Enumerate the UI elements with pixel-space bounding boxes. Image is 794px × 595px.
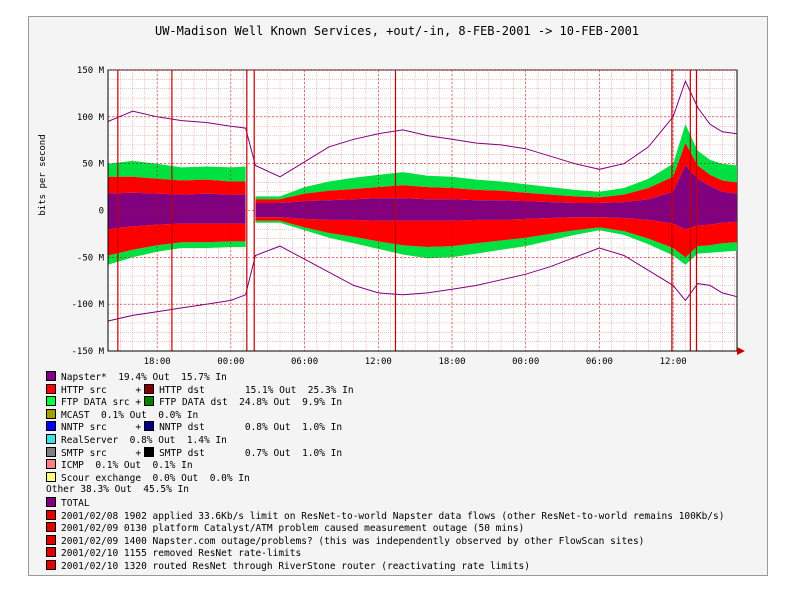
- legend-row: TOTAL: [46, 497, 90, 509]
- legend-label: ICMP 0.1% Out 0.1% In: [61, 460, 193, 472]
- y-tick-label: 100 M: [77, 113, 105, 123]
- legend-swatch: [46, 446, 56, 457]
- chart-title: UW-Madison Well Known Services, +out/-in…: [154, 24, 640, 38]
- series-ftp-out-area: [108, 124, 737, 200]
- legend-row: 2001/02/09 0130 platform Catalyst/ATM pr…: [46, 522, 524, 534]
- legend-swatch: [46, 534, 56, 545]
- x-tick-label: 00:00: [512, 357, 539, 367]
- x-tick-label: 18:00: [438, 357, 465, 367]
- legend-label: NNTP src +: [61, 422, 142, 434]
- legend-label: 2001/02/10 1155 removed ResNet rate-limi…: [61, 548, 302, 560]
- x-tick-label: 00:00: [217, 357, 244, 367]
- legend-label: FTP DATA src +: [61, 397, 142, 409]
- legend-swatch: [46, 408, 56, 419]
- measurement-outage-gap: [245, 71, 256, 350]
- legend-swatch: [144, 446, 155, 457]
- legend-swatch: [46, 383, 56, 394]
- legend-row: Scour exchange 0.0% Out 0.0% In: [46, 471, 250, 484]
- y-tick-label: 150 M: [77, 66, 105, 76]
- x-tick-label: 12:00: [365, 357, 392, 367]
- legend-swatch: [46, 497, 56, 507]
- y-tick-label: -150 M: [71, 347, 104, 357]
- legend-row: HTTP src + HTTP dst 15.1% Out 25.3% In: [46, 383, 354, 396]
- legend-row: Napster* 19.4% Out 15.7% In: [46, 371, 227, 383]
- legend-row: 2001/02/09 1400 Napster.com outage/probl…: [46, 534, 645, 547]
- legend-swatch: [46, 434, 56, 444]
- y-tick-label: 50 M: [82, 160, 104, 170]
- legend-swatch: [46, 459, 56, 470]
- legend-row: SMTP src + SMTP dst 0.7% Out 1.0% In: [46, 446, 343, 459]
- legend-row: NNTP src + NNTP dst 0.8% Out 1.0% In: [46, 421, 342, 433]
- legend-swatch: [46, 421, 56, 432]
- series-total-in-line: [107, 245, 738, 322]
- legend-swatch: [144, 396, 155, 407]
- legend-label: SMTP dst 0.7% Out 1.0% In: [159, 447, 343, 459]
- legend-label: FTP DATA dst 24.8% Out 9.9% In: [159, 397, 343, 409]
- x-tick-label: 18:00: [144, 357, 171, 367]
- legend-label: TOTAL: [61, 498, 90, 509]
- legend-label: Napster* 19.4% Out 15.7% In: [61, 372, 227, 383]
- legend-label: 2001/02/10 1320 routed ResNet through Ri…: [61, 561, 530, 572]
- series-http-out-area: [108, 143, 737, 203]
- y-tick-label: 0: [99, 207, 104, 217]
- legend-label: RealServer 0.8% Out 1.4% In: [61, 435, 227, 446]
- legend-label: 2001/02/09 1400 Napster.com outage/probl…: [61, 535, 645, 547]
- legend-label: Scour exchange 0.0% Out 0.0% In: [61, 472, 250, 484]
- legend-swatch: [46, 522, 56, 533]
- legend-swatch: [46, 471, 56, 482]
- legend-row: MCAST 0.1% Out 0.0% In: [46, 408, 199, 421]
- legend-label: MCAST 0.1% Out 0.0% In: [61, 409, 199, 421]
- legend-label: HTTP src +: [61, 384, 142, 396]
- legend-swatch: [144, 421, 155, 432]
- legend-row: 2001/02/10 1320 routed ResNet through Ri…: [46, 560, 530, 572]
- series-http-in-area: [108, 217, 737, 258]
- legend-row: 2001/02/10 1155 removed ResNet rate-limi…: [46, 547, 301, 559]
- legend-label: 2001/02/08 1902 applied 33.6Kb/s limit o…: [61, 510, 725, 522]
- legend-label: Other 38.3% Out 45.5% In: [46, 484, 189, 496]
- y-tick-label: -50 M: [77, 253, 105, 263]
- x-tick-label: 12:00: [660, 357, 687, 367]
- legend-label: NNTP dst 0.8% Out 1.0% In: [159, 422, 343, 434]
- legend-swatch: [144, 383, 155, 394]
- legend-swatch: [46, 560, 56, 570]
- legend-swatch: [46, 509, 56, 520]
- series-napster-in-area: [108, 210, 737, 230]
- x-tick-label: 06:00: [291, 357, 318, 367]
- legend-row: RealServer 0.8% Out 1.4% In: [46, 434, 227, 446]
- series-napster-out-area: [108, 165, 737, 211]
- legend-label: 2001/02/09 0130 platform Catalyst/ATM pr…: [61, 523, 525, 535]
- legend-swatch: [46, 547, 56, 558]
- legend-row: Other 38.3% Out 45.5% In: [46, 484, 189, 496]
- legend-swatch: [46, 396, 56, 407]
- series-total-out-line: [107, 79, 738, 178]
- legend-row: 2001/02/08 1902 applied 33.6Kb/s limit o…: [46, 509, 725, 522]
- legend-row: ICMP 0.1% Out 0.1% In: [46, 459, 193, 471]
- y-tick-label: -100 M: [71, 300, 104, 310]
- x-tick-label: 06:00: [586, 357, 613, 367]
- series-ftp-in-area: [108, 220, 737, 265]
- legend-row: FTP DATA src + FTP DATA dst 24.8% Out 9.9…: [46, 396, 342, 408]
- x-axis-arrow: [737, 347, 745, 355]
- legend-swatch: [46, 371, 56, 381]
- legend-label: SMTP src +: [61, 447, 142, 459]
- legend-label: HTTP dst 15.1% Out 25.3% In: [159, 384, 354, 396]
